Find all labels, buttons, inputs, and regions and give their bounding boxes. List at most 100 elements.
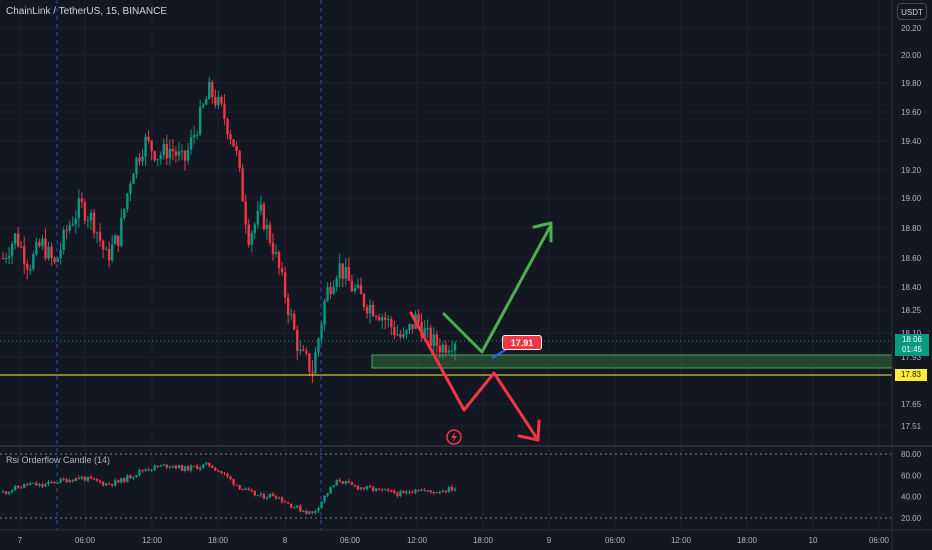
price-axis[interactable]: 20.20 20.00 19.80 19.60 19.40 19.20 19.00 18.80… <box>891 0 922 550</box>
candle-body <box>435 334 438 346</box>
rsi-candle-body <box>68 480 71 483</box>
drawings[interactable] <box>0 221 893 445</box>
last-price-badge: 18.06 01:45 <box>895 334 929 356</box>
rsi-indicator-label[interactable]: Rsi Orderflow Candle (14) <box>6 455 111 465</box>
price-axis-label: 20.20 <box>901 24 922 33</box>
rsi-candle-body <box>341 481 344 484</box>
time-axis-label: 12:00 <box>142 536 163 545</box>
rsi-candle-body <box>86 476 90 481</box>
candle-body <box>138 157 141 162</box>
rsi-axis-label: 60.00 <box>901 471 922 480</box>
rsi-candle-body <box>426 490 429 492</box>
candle-body <box>226 119 229 135</box>
rsi-candle-body <box>4 491 8 494</box>
candle-body <box>335 278 338 287</box>
rsi-candle-body <box>347 481 351 483</box>
candle-body <box>247 224 250 245</box>
price-candles[interactable] <box>1 76 457 383</box>
bullish-arrowhead <box>532 221 553 243</box>
rsi-candle-body <box>402 491 405 494</box>
rsi-candle-body <box>10 490 14 492</box>
candle-body <box>280 268 284 273</box>
time-axis-label: 12:00 <box>671 536 692 545</box>
rsi-candle-body <box>80 476 84 479</box>
rsi-pane[interactable] <box>0 453 892 519</box>
price-axis-label: 20.00 <box>901 51 922 60</box>
rsi-candle-body <box>71 480 74 482</box>
rsi-candle-body <box>47 481 50 485</box>
candle-body <box>323 300 326 325</box>
price-callout[interactable]: 17.91 <box>502 335 542 350</box>
candle-body <box>262 204 266 230</box>
candle-body <box>338 263 341 279</box>
rsi-candle-body <box>277 497 281 499</box>
candle-body <box>10 244 14 257</box>
rsi-candle-body <box>132 476 135 479</box>
rsi-candle-body <box>129 475 132 479</box>
candle-body <box>411 324 414 329</box>
rsi-candle-body <box>13 485 17 491</box>
candle-body <box>32 254 35 270</box>
candle-body <box>107 249 111 261</box>
candle-body <box>4 258 8 260</box>
candle-body <box>111 244 114 261</box>
rsi-candle-body <box>286 502 290 504</box>
candle-body <box>132 174 135 184</box>
price-axis-label: 19.80 <box>901 79 922 88</box>
rsi-candle-body <box>262 493 266 499</box>
rsi-candle-body <box>177 465 181 469</box>
candle-body <box>235 146 238 151</box>
candle-body <box>447 350 451 353</box>
candle-body <box>353 288 357 292</box>
candle-body <box>374 316 378 318</box>
candle-body <box>332 286 335 295</box>
candle-body <box>205 99 208 105</box>
symbol-title[interactable]: ChainLink / TetherUS, 15, BINANCE <box>6 6 168 17</box>
candle-body <box>283 272 287 298</box>
candle-body <box>104 249 108 251</box>
candle-body <box>80 198 84 202</box>
candle-body <box>432 334 435 347</box>
last-price: 18.06 <box>901 335 923 344</box>
candle-body <box>450 350 454 352</box>
candle-body <box>120 217 123 246</box>
candle-body <box>223 103 226 120</box>
candle-body <box>86 220 90 222</box>
candle-body <box>92 212 96 233</box>
candle-body <box>265 224 269 230</box>
rsi-candle-body <box>265 497 269 499</box>
rsi-candle-body <box>107 483 111 485</box>
rsi-candle-body <box>135 475 138 477</box>
candle-body <box>83 201 87 221</box>
time-axis[interactable]: 7 06:00 12:00 18:00 8 06:00 12:00 18:00 9 06:00 12… <box>0 529 932 545</box>
candle-body <box>168 148 172 159</box>
candle-body <box>390 319 393 328</box>
candle-body <box>214 97 217 106</box>
level-price-badge: 17.83 <box>895 369 927 381</box>
rsi-candle-body <box>390 490 393 492</box>
candle-body <box>150 140 153 152</box>
candle-body <box>1 258 5 259</box>
rsi-candle-body <box>450 486 454 491</box>
rsi-candle-body <box>147 469 150 471</box>
candle-body <box>368 304 372 314</box>
candle-body <box>359 284 363 295</box>
rsi-candle-body <box>208 462 211 466</box>
rsi-candle-body <box>165 464 169 468</box>
candle-body <box>59 249 62 258</box>
rsi-candle-body <box>229 476 232 480</box>
candle-body <box>350 280 354 292</box>
candle-body <box>74 218 78 225</box>
rsi-candle-body <box>59 478 62 483</box>
currency-button[interactable]: USDT <box>897 3 927 20</box>
rsi-candle-body <box>26 483 29 485</box>
rsi-candle-body <box>92 478 96 480</box>
rsi-candle-body <box>420 489 423 491</box>
rsi-axis-label: 20.00 <box>901 514 922 523</box>
candle-body <box>26 264 29 270</box>
rsi-candle-body <box>435 492 438 494</box>
bearish-projection-arrow <box>409 311 540 442</box>
rsi-candle-body <box>50 481 53 483</box>
lightning-icon-ring <box>446 429 462 445</box>
